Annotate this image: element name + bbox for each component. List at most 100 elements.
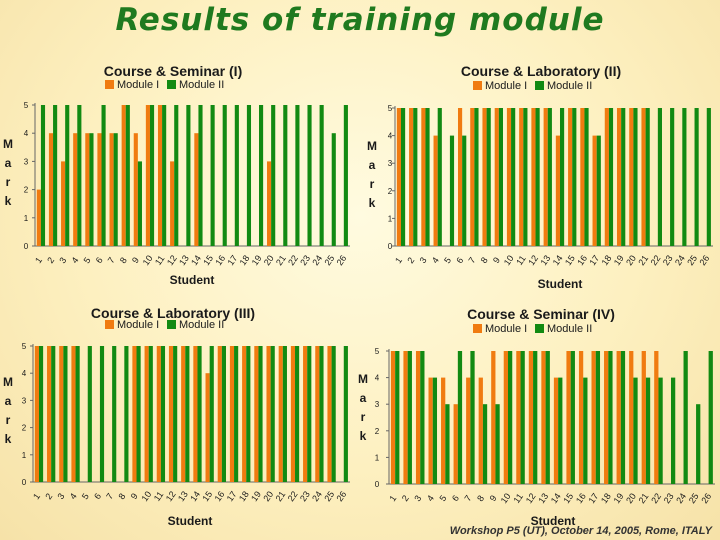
x-tick-label: 17 [586, 491, 600, 505]
x-tick-label: 5 [80, 491, 91, 501]
x-tick-label: 19 [250, 253, 264, 267]
x-tick-label: 26 [697, 253, 711, 267]
bar-module2 [670, 377, 676, 484]
y-tick-label: 5 [388, 104, 393, 113]
bar-module2 [535, 108, 540, 246]
x-tick-label: 15 [201, 253, 215, 267]
x-axis-label: Student [168, 514, 213, 528]
bar-module2 [449, 135, 455, 246]
bar-module1 [278, 346, 283, 482]
y-axis-label-letter: M [3, 137, 13, 151]
bar-module1 [303, 346, 308, 482]
bar-module1 [315, 346, 320, 482]
x-tick-label: 24 [310, 253, 324, 267]
legend-swatch-2 [167, 320, 176, 329]
y-axis-label-letter: M [3, 375, 13, 389]
bar-module1 [73, 133, 78, 246]
bar-module2 [523, 108, 528, 246]
bar-module1 [519, 108, 524, 246]
x-tick-label: 5 [437, 493, 448, 503]
bar-module2 [99, 346, 105, 482]
bar-module1 [156, 346, 161, 482]
chart-title: Course & Seminar (I) [104, 63, 242, 79]
bar-module2 [40, 105, 46, 246]
y-tick-label: 0 [24, 242, 29, 251]
bar-module1 [453, 404, 458, 484]
x-tick-label: 9 [488, 493, 499, 503]
legend-label-2: Module II [547, 323, 592, 335]
x-tick-label: 13 [176, 489, 190, 503]
y-axis-label-letter: k [369, 196, 376, 210]
bar-module1 [629, 351, 634, 484]
bar-module1 [157, 105, 163, 246]
bar-module2 [113, 133, 118, 246]
y-axis-label-letter: k [5, 432, 12, 446]
bar-module1 [242, 346, 247, 482]
y-tick-label: 0 [375, 480, 380, 489]
bar-module1 [194, 133, 199, 246]
bar-module2 [258, 346, 263, 482]
bar-module1 [267, 161, 272, 246]
y-tick-label: 0 [22, 478, 27, 487]
y-axis-label-letter: r [6, 413, 11, 427]
bar-module1 [85, 133, 90, 246]
x-tick-label: 9 [129, 491, 140, 501]
bar-module2 [570, 351, 575, 484]
x-tick-label: 21 [637, 491, 651, 505]
legend-label-1: Module I [485, 323, 527, 335]
y-axis-label-letter: a [5, 156, 12, 170]
chart-panel-4: Course & Seminar (IV)Module I Module II01… [358, 306, 715, 528]
bar-module2 [282, 346, 287, 482]
bar-module2 [148, 346, 153, 482]
chart-title: Course & Laboratory (III) [91, 305, 255, 321]
bar-module1 [482, 108, 487, 246]
x-tick-label: 19 [612, 491, 626, 505]
x-tick-label: 10 [139, 489, 153, 503]
y-tick-label: 5 [24, 101, 29, 110]
bar-module1 [409, 108, 414, 246]
bar-module2 [283, 105, 288, 246]
y-tick-label: 4 [22, 369, 27, 378]
x-axis-label: Student [538, 277, 583, 291]
bar-module1 [97, 133, 102, 246]
bar-module2 [331, 346, 336, 482]
bar-module1 [48, 133, 54, 246]
x-tick-label: 22 [649, 253, 663, 267]
bar-module1 [580, 108, 585, 246]
y-tick-label: 5 [22, 342, 27, 351]
bar-module1 [555, 135, 560, 246]
bar-module2 [645, 108, 650, 246]
y-tick-label: 2 [375, 427, 380, 436]
x-tick-label: 18 [238, 253, 252, 267]
bar-module1 [616, 108, 622, 246]
bar-module1 [428, 377, 433, 484]
bar-module2 [75, 346, 80, 482]
bar-module2 [620, 351, 626, 484]
chart-panel-3: Course & Laboratory (III)Module I Module … [3, 305, 350, 528]
x-tick-label: 9 [130, 255, 141, 265]
x-tick-label: 25 [687, 491, 701, 505]
bar-module2 [670, 108, 675, 246]
bar-module2 [437, 108, 442, 246]
x-tick-label: 5 [442, 255, 453, 265]
bar-module2 [658, 377, 663, 484]
bar-module1 [290, 346, 296, 482]
bar-module1 [604, 351, 609, 484]
bar-module2 [149, 105, 155, 246]
bar-module1 [528, 351, 534, 484]
bar-module1 [193, 346, 198, 482]
bar-module1 [578, 351, 584, 484]
chart-legend: Module I Module II [473, 323, 592, 335]
y-axis-label-letter: a [360, 391, 367, 405]
x-tick-label: 3 [57, 255, 68, 265]
bar-module2 [682, 108, 687, 246]
bar-module2 [696, 404, 701, 484]
chart-legend: Module I Module II [105, 319, 224, 331]
bar-module2 [210, 105, 215, 246]
x-tick-label: 2 [400, 493, 411, 503]
bar-module1 [421, 108, 426, 246]
bar-module2 [197, 346, 202, 482]
x-tick-label: 1 [33, 255, 44, 265]
bar-module2 [53, 105, 58, 246]
